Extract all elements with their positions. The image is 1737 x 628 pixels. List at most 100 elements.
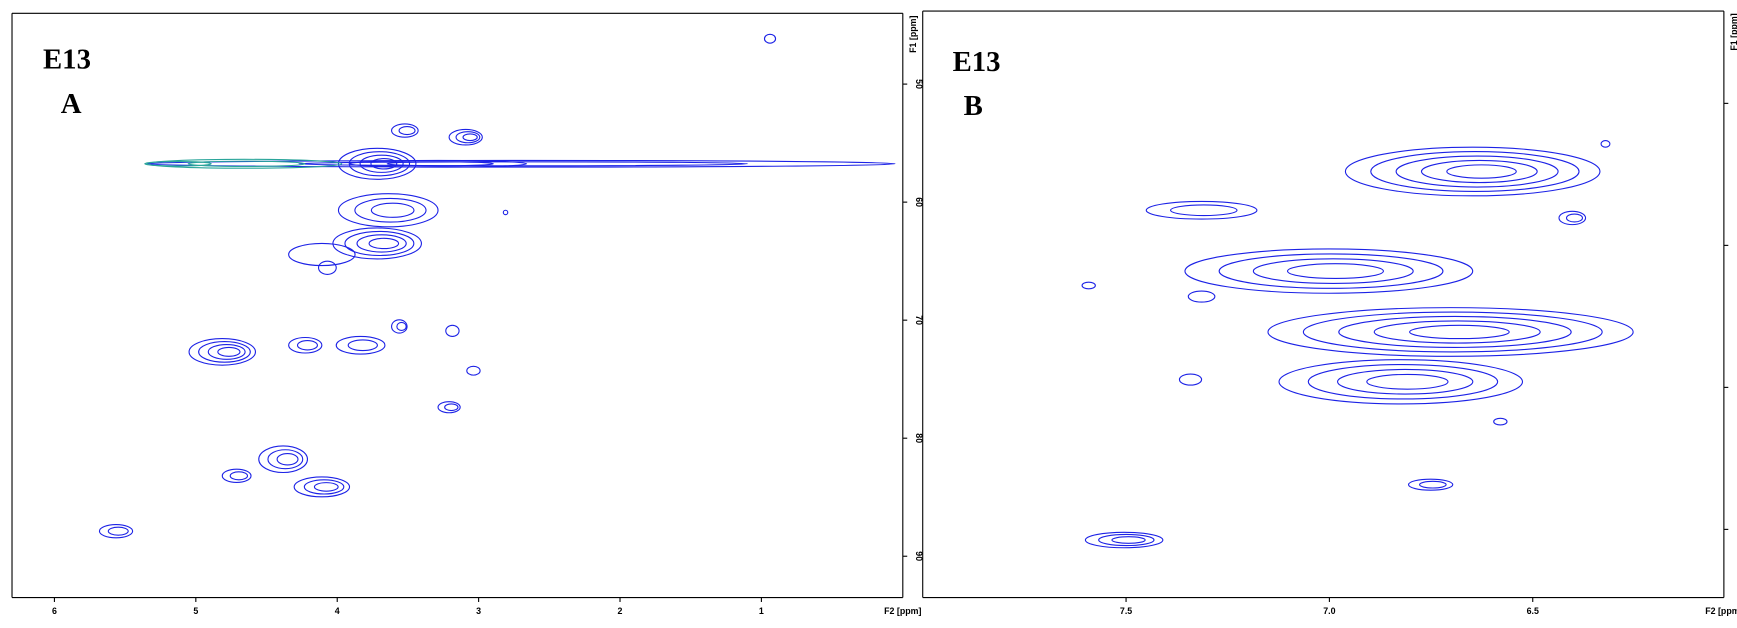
- contour: [359, 154, 404, 173]
- contour: [502, 209, 509, 216]
- contour: [144, 161, 212, 167]
- contour: [317, 260, 337, 275]
- contour: [1493, 417, 1508, 426]
- contour: [462, 133, 478, 142]
- contour: [146, 158, 343, 169]
- contour: [396, 321, 407, 331]
- contour: [1170, 204, 1238, 217]
- x-tick-label: 3: [476, 606, 481, 616]
- contour: [398, 126, 416, 136]
- contour: [448, 128, 483, 146]
- contour: [1178, 373, 1203, 386]
- contour: [217, 346, 241, 357]
- contour: [296, 340, 318, 351]
- contour: [1446, 164, 1517, 179]
- contour: [437, 401, 461, 414]
- y-tick-label: 60: [914, 197, 924, 207]
- x-tick-label: 2: [618, 606, 623, 616]
- y-tick-label: 80: [914, 433, 924, 443]
- contour: [187, 160, 306, 167]
- contour: [1600, 139, 1611, 148]
- contour: [1395, 155, 1559, 188]
- contour: [1565, 213, 1584, 223]
- contour: [1420, 159, 1538, 184]
- contour: [370, 158, 398, 170]
- y-tick-label: 50: [914, 79, 924, 89]
- contour: [1252, 258, 1414, 284]
- contour: [288, 242, 356, 267]
- contour: [221, 468, 252, 484]
- contour: [1407, 478, 1454, 491]
- panel-label: A: [61, 88, 82, 120]
- contour: [1419, 480, 1447, 489]
- contour: [1286, 263, 1384, 280]
- contour: [1081, 281, 1096, 290]
- x-tick-label: 7.0: [1323, 606, 1335, 616]
- contour: [335, 335, 386, 355]
- x-tick-label: 1: [759, 606, 764, 616]
- panel-label: B: [964, 90, 983, 122]
- contour: [1409, 324, 1510, 340]
- contour: [1338, 315, 1572, 349]
- contour: [347, 339, 378, 352]
- contour: [276, 452, 299, 466]
- contour: [466, 365, 481, 376]
- contour: [298, 161, 749, 167]
- contour: [188, 338, 257, 366]
- panel-b: E13 B: [953, 46, 1001, 122]
- x-tick-label: 7.5: [1120, 606, 1132, 616]
- contour: [337, 147, 417, 180]
- contour: [1098, 533, 1155, 547]
- x-axis-label: F2 [ppm]: [884, 606, 921, 616]
- contour: [198, 341, 251, 363]
- contour: [1084, 531, 1164, 549]
- contour: [445, 324, 460, 337]
- contour: [1145, 200, 1258, 220]
- contour: [1366, 373, 1449, 390]
- contour: [1558, 210, 1587, 226]
- y-tick-label: 70: [914, 315, 924, 325]
- axes: 7.5 7.0 6.5 100 110 120 130 F2 [ppm] F1 [ppm]: [922, 10, 1737, 616]
- contour: [1267, 307, 1634, 357]
- axes: 6 5 4 3 2 1 50 60 70 80 90 F2 [ppm] F1 [ppm]: [11, 12, 924, 616]
- contour: [1187, 290, 1216, 303]
- panel-title: E13: [43, 44, 91, 76]
- y-tick-label: 130: [1735, 522, 1737, 537]
- contour: [391, 123, 419, 138]
- y-axis-label: F1 [ppm]: [1729, 13, 1737, 50]
- contour: [207, 343, 246, 360]
- contour: [1307, 364, 1499, 400]
- panel-a: E13 A: [43, 44, 91, 120]
- x-tick-label: 6: [52, 606, 57, 616]
- contour: [337, 193, 439, 228]
- contour: [444, 403, 459, 412]
- contour: [258, 445, 309, 474]
- panel-title: E13: [953, 46, 1001, 78]
- contour: [267, 449, 304, 470]
- contour: [455, 131, 481, 144]
- y-tick-label: 90: [914, 551, 924, 561]
- y-tick-label: 100: [1735, 96, 1737, 111]
- y-tick-label: 120: [1735, 380, 1737, 395]
- x-tick-label: 5: [193, 606, 198, 616]
- contour: [386, 161, 494, 167]
- x-tick-label: 6.5: [1527, 606, 1539, 616]
- contour: [391, 319, 408, 334]
- contour: [1218, 253, 1444, 289]
- contour: [1184, 248, 1474, 294]
- contour: [763, 33, 777, 44]
- contour: [1370, 151, 1580, 192]
- contour: [107, 526, 129, 536]
- contour: [370, 202, 415, 218]
- contour: [344, 230, 415, 257]
- contour: [356, 234, 407, 253]
- y-tick-label: 110: [1735, 238, 1737, 252]
- x-tick-label: 4: [335, 606, 340, 616]
- contour: [1302, 311, 1603, 353]
- contour: [303, 479, 345, 495]
- contour: [313, 482, 339, 492]
- x-axis-label: F2 [ppm]: [1705, 606, 1737, 616]
- contour: [288, 336, 323, 354]
- contour: [229, 471, 249, 481]
